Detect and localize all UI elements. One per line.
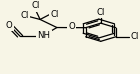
Text: Cl: Cl [97, 8, 105, 17]
Text: Cl: Cl [20, 11, 29, 20]
Text: NH: NH [38, 31, 50, 40]
Text: O: O [69, 22, 75, 31]
Text: Cl: Cl [50, 10, 59, 19]
Text: Cl: Cl [131, 32, 139, 41]
Text: Cl: Cl [31, 1, 40, 11]
Text: O: O [6, 21, 12, 30]
